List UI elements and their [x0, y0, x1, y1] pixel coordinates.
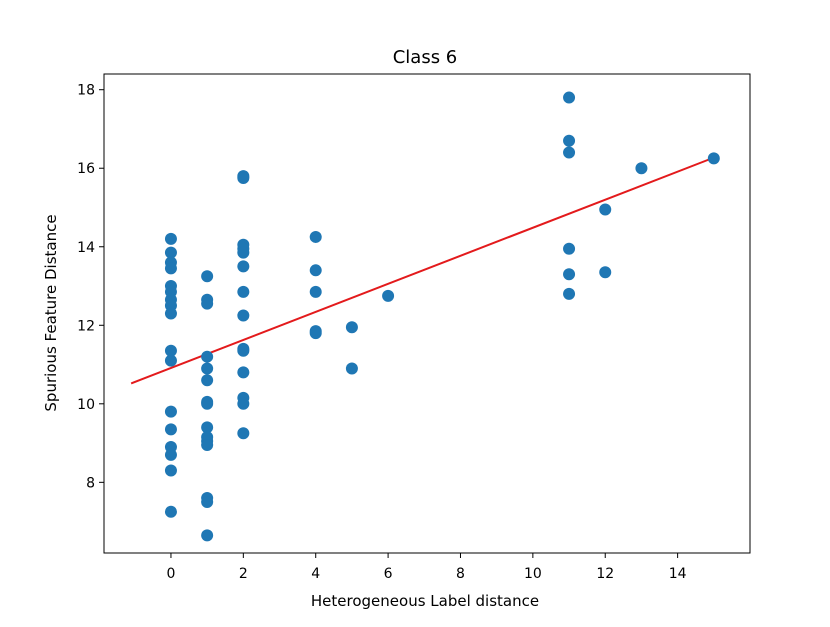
data-point	[237, 397, 250, 410]
data-point	[201, 362, 214, 375]
data-point	[201, 529, 214, 542]
x-tick-label: 12	[596, 566, 614, 582]
x-tick-label: 10	[524, 566, 542, 582]
x-tick-label: 4	[311, 566, 320, 582]
data-point	[164, 246, 177, 259]
data-point	[201, 297, 214, 310]
data-point	[201, 421, 214, 434]
y-tick-label: 14	[77, 240, 95, 256]
data-point	[382, 289, 395, 302]
x-tick-label: 8	[456, 566, 465, 582]
data-point	[237, 246, 250, 259]
data-point	[201, 439, 214, 452]
data-point	[164, 232, 177, 245]
data-point	[309, 264, 322, 277]
data-point	[201, 495, 214, 508]
x-tick-label: 14	[669, 566, 687, 582]
data-point	[201, 270, 214, 283]
data-point	[237, 366, 250, 379]
data-point	[201, 374, 214, 387]
data-point	[599, 266, 612, 279]
data-point	[707, 152, 720, 165]
data-point	[345, 321, 358, 334]
plot-area-frame	[103, 73, 751, 554]
data-point	[237, 285, 250, 298]
data-point	[563, 134, 576, 147]
regression-line-layer	[130, 156, 715, 385]
data-point	[237, 172, 250, 185]
axis-ticks: 0 2 4 6 8 10 12 14 8 10 12 14 16 18	[77, 83, 686, 582]
data-point	[164, 307, 177, 320]
data-point	[237, 427, 250, 440]
y-tick-label: 12	[77, 318, 95, 334]
data-point	[237, 260, 250, 273]
data-point	[201, 397, 214, 410]
data-point	[309, 327, 322, 340]
data-point	[635, 162, 648, 175]
data-point	[563, 242, 576, 255]
y-tick-label: 16	[77, 161, 95, 177]
y-tick-label: 8	[86, 475, 95, 491]
x-tick-label: 6	[384, 566, 393, 582]
data-point	[164, 505, 177, 518]
x-tick-label: 2	[239, 566, 248, 582]
data-point	[164, 448, 177, 461]
data-point	[237, 344, 250, 357]
data-point	[164, 344, 177, 357]
x-axis-label: Heterogeneous Label distance	[311, 592, 539, 610]
data-point	[563, 146, 576, 159]
data-point	[563, 91, 576, 104]
x-tick-label: 0	[166, 566, 175, 582]
y-axis-label: Spurious Feature Distance	[42, 214, 60, 411]
data-point	[164, 262, 177, 275]
data-point	[164, 464, 177, 477]
regression-line	[130, 156, 715, 385]
data-point	[345, 362, 358, 375]
data-point	[164, 423, 177, 436]
data-point	[563, 268, 576, 281]
data-point	[201, 350, 214, 363]
data-point	[164, 405, 177, 418]
chart-title: Class 6	[393, 47, 458, 68]
data-points-layer	[164, 91, 720, 542]
data-point	[309, 230, 322, 243]
data-point	[237, 309, 250, 322]
y-tick-label: 10	[77, 397, 95, 413]
y-tick-label: 18	[77, 83, 95, 99]
data-point	[309, 285, 322, 298]
data-point	[599, 203, 612, 216]
data-point	[563, 287, 576, 300]
data-point	[164, 354, 177, 367]
